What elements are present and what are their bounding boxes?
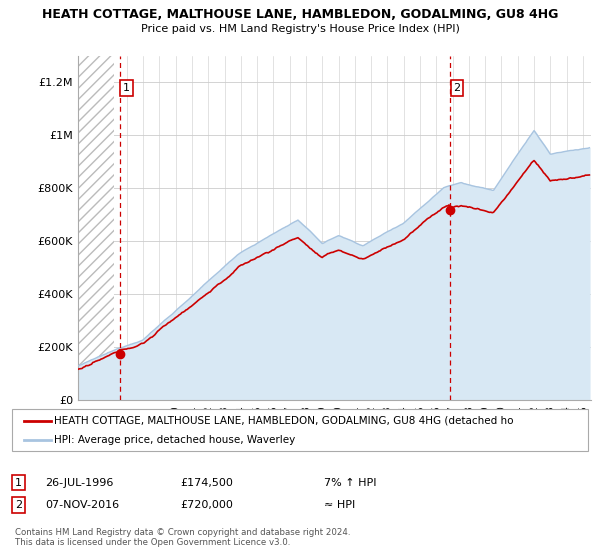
Text: 1: 1 (123, 83, 130, 93)
Text: £174,500: £174,500 (180, 478, 233, 488)
Text: HPI: Average price, detached house, Waverley: HPI: Average price, detached house, Wave… (54, 435, 295, 445)
Text: 1: 1 (15, 478, 22, 488)
Text: HEATH COTTAGE, MALTHOUSE LANE, HAMBLEDON, GODALMING, GU8 4HG: HEATH COTTAGE, MALTHOUSE LANE, HAMBLEDON… (42, 8, 558, 21)
Text: 7% ↑ HPI: 7% ↑ HPI (324, 478, 377, 488)
Text: ≈ HPI: ≈ HPI (324, 500, 355, 510)
Text: 26-JUL-1996: 26-JUL-1996 (45, 478, 113, 488)
Text: HEATH COTTAGE, MALTHOUSE LANE, HAMBLEDON, GODALMING, GU8 4HG (detached ho: HEATH COTTAGE, MALTHOUSE LANE, HAMBLEDON… (54, 416, 514, 426)
Text: 2: 2 (454, 83, 461, 93)
Text: 07-NOV-2016: 07-NOV-2016 (45, 500, 119, 510)
Text: £720,000: £720,000 (180, 500, 233, 510)
Bar (78, 56, 114, 400)
Text: Contains HM Land Registry data © Crown copyright and database right 2024.
This d: Contains HM Land Registry data © Crown c… (15, 528, 350, 547)
Text: Price paid vs. HM Land Registry's House Price Index (HPI): Price paid vs. HM Land Registry's House … (140, 24, 460, 34)
Text: 2: 2 (15, 500, 22, 510)
